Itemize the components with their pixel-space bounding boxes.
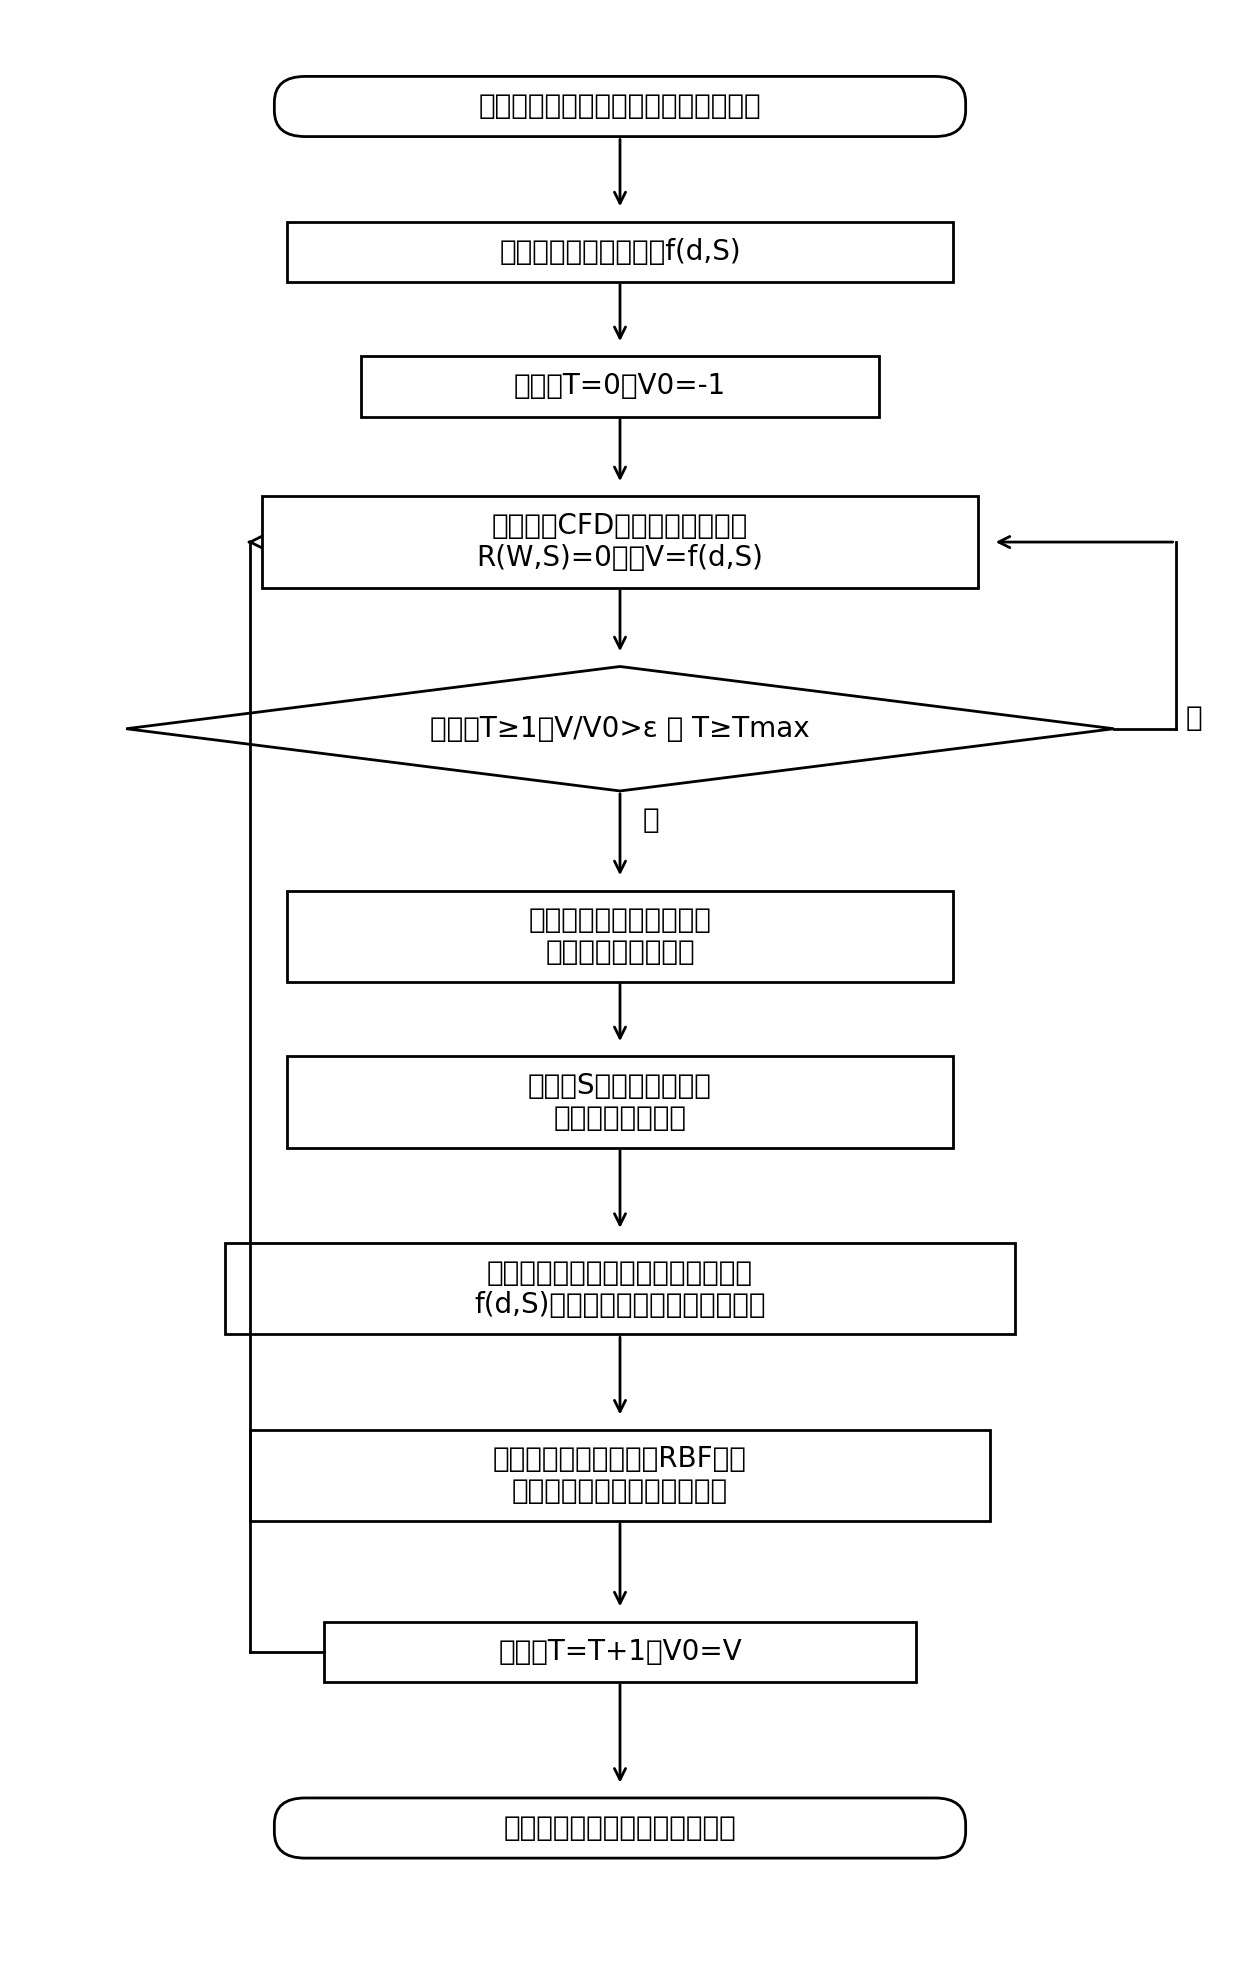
Text: 十、令T=T+1，V0=V: 十、令T=T+1，V0=V xyxy=(498,1638,742,1666)
Text: 六、采用伴随方程求解软: 六、采用伴随方程求解软 xyxy=(528,907,712,935)
Text: 对翼型网格进行气动减阻变形: 对翼型网格进行气动减阻变形 xyxy=(512,1478,728,1506)
Text: 一、读入初始翼型对应的二维网格文件: 一、读入初始翼型对应的二维网格文件 xyxy=(479,93,761,121)
Text: 七、将S上的内边界点坐: 七、将S上的内边界点坐 xyxy=(528,1073,712,1101)
Bar xyxy=(262,496,978,587)
Bar xyxy=(286,1057,954,1148)
Text: 否: 否 xyxy=(642,806,658,834)
Text: 五、若T≥1且V/V0>ε 或 T≥Tmax: 五、若T≥1且V/V0>ε 或 T≥Tmax xyxy=(430,715,810,743)
Text: 是: 是 xyxy=(1185,703,1202,733)
Bar xyxy=(249,1431,991,1522)
Text: 标作为设计变量组: 标作为设计变量组 xyxy=(553,1105,687,1132)
Bar xyxy=(361,356,879,417)
Text: 三、令T=0，V0=-1: 三、令T=0，V0=-1 xyxy=(513,373,727,401)
Text: 件计算连续伴随方程: 件计算连续伴随方程 xyxy=(546,939,694,966)
Bar xyxy=(324,1622,916,1682)
Polygon shape xyxy=(126,666,1114,790)
Bar xyxy=(286,891,954,982)
FancyBboxPatch shape xyxy=(274,1798,966,1857)
Text: 八、采用序列最小二乘规划算法求解: 八、采用序列最小二乘规划算法求解 xyxy=(487,1259,753,1286)
Text: R(W,S)=0，令V=f(d,S): R(W,S)=0，令V=f(d,S) xyxy=(476,543,764,571)
Bar xyxy=(224,1243,1016,1334)
Text: 二、建立气动阻力函数f(d,S): 二、建立气动阻力函数f(d,S) xyxy=(500,237,740,265)
Text: 四、采用CFD软件求解控制方程: 四、采用CFD软件求解控制方程 xyxy=(492,512,748,539)
Text: 九、采用增量式求解的RBF算法: 九、采用增量式求解的RBF算法 xyxy=(494,1446,746,1474)
FancyBboxPatch shape xyxy=(274,77,966,136)
Text: f(d,S)关于设计变量组的最小值问题: f(d,S)关于设计变量组的最小值问题 xyxy=(474,1290,766,1318)
Text: 十一、输出当前翼型的设计方案: 十一、输出当前翼型的设计方案 xyxy=(503,1814,737,1842)
Bar xyxy=(286,221,954,283)
